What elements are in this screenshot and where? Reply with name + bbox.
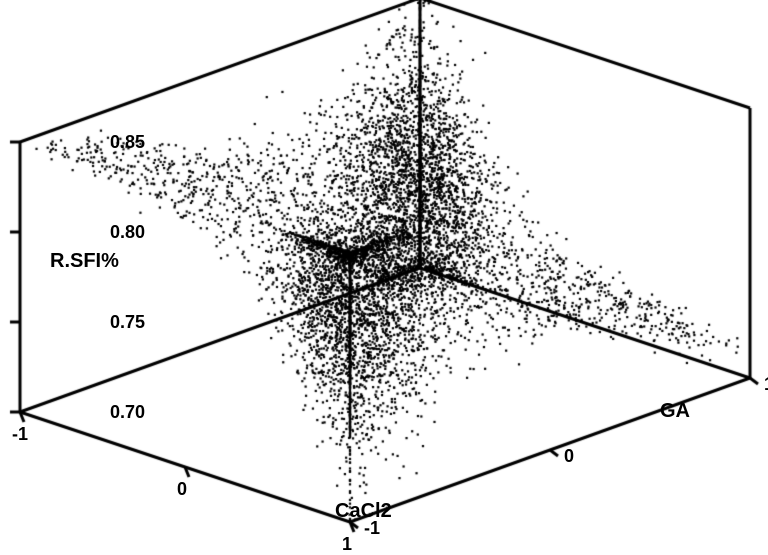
y-tick-0: -1	[364, 518, 380, 539]
x-tick-0: -1	[12, 424, 28, 445]
y-tick-2: 1	[764, 374, 768, 395]
z-tick-1: 0.75	[110, 312, 145, 333]
y-tick-1: 0	[564, 446, 574, 467]
x-tick-2: 1	[342, 534, 352, 555]
z-tick-2: 0.80	[110, 222, 145, 243]
z-tick-3: 0.85	[110, 132, 145, 153]
chart-3d-scatter: R.SFI% CaCl2 GA 0.70 0.75 0.80 0.85 -1 0…	[0, 0, 768, 540]
z-tick-0: 0.70	[110, 402, 145, 423]
x-tick-1: 0	[177, 479, 187, 500]
z-axis-label: R.SFI%	[50, 250, 119, 273]
y-axis-label: GA	[660, 400, 690, 423]
